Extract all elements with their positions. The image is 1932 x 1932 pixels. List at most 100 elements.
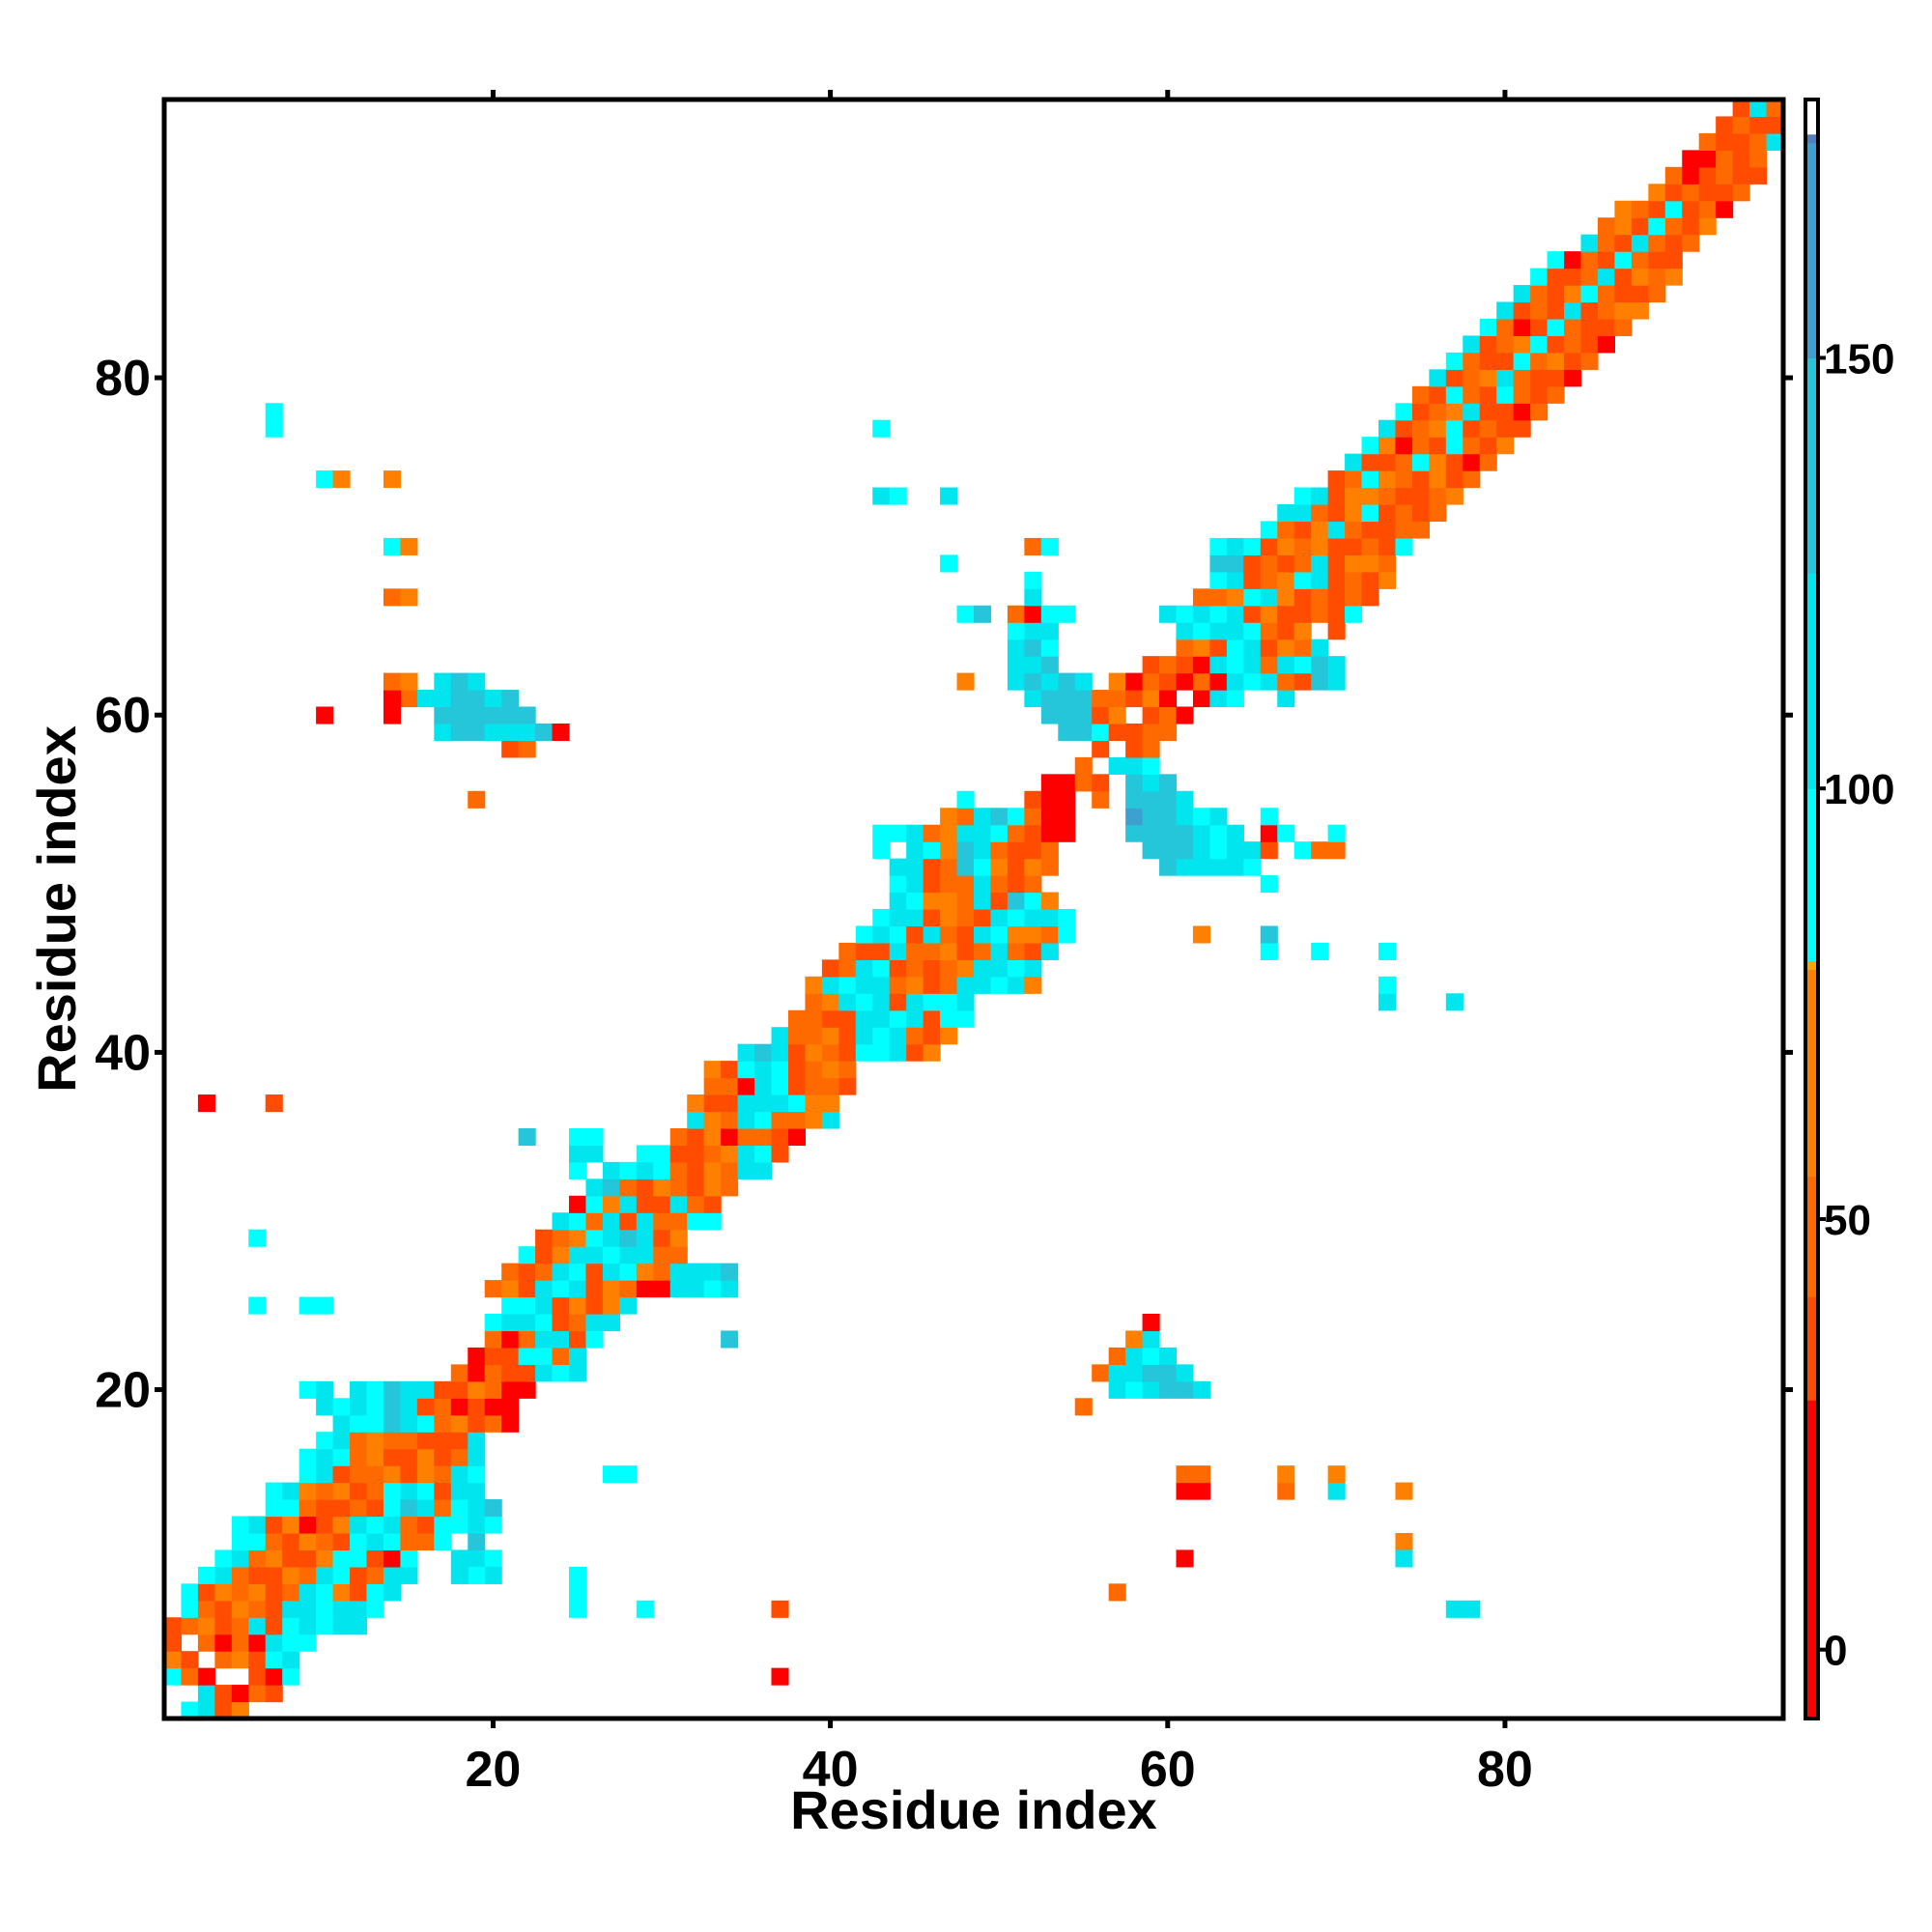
- heatmap-cell: [1243, 571, 1262, 589]
- heatmap-cell: [771, 1027, 789, 1045]
- heatmap-cell: [956, 824, 975, 842]
- heatmap-cell: [585, 1212, 604, 1231]
- heatmap-cell: [974, 605, 992, 623]
- heatmap-cell: [1293, 622, 1312, 640]
- heatmap-cell: [350, 1499, 368, 1518]
- heatmap-cell: [956, 808, 975, 826]
- heatmap-cell: [754, 1094, 773, 1113]
- heatmap-cell: [821, 1027, 839, 1045]
- heatmap-cell: [990, 909, 1009, 927]
- heatmap-cell: [956, 858, 975, 876]
- heatmap-cell: [721, 1161, 739, 1179]
- heatmap-cell: [974, 892, 992, 910]
- heatmap-cell: [787, 1061, 807, 1079]
- heatmap-cell: [231, 1634, 249, 1652]
- heatmap-cell: [400, 1380, 418, 1399]
- heatmap-cell: [366, 1549, 384, 1568]
- heatmap-cell: [1378, 419, 1397, 438]
- heatmap-cell: [1716, 166, 1734, 185]
- y-tick-label: 20: [95, 1363, 151, 1419]
- heatmap-cell: [1614, 285, 1633, 303]
- heatmap-cell: [1547, 318, 1565, 337]
- heatmap-cell: [1040, 790, 1059, 809]
- heatmap-cell: [653, 1145, 671, 1163]
- heatmap-cell: [1176, 656, 1194, 674]
- heatmap-cell: [1092, 790, 1110, 809]
- heatmap-cell: [805, 1043, 823, 1062]
- heatmap-cell: [787, 1043, 807, 1062]
- heatmap-cell: [721, 1127, 739, 1147]
- heatmap-cell: [1530, 352, 1548, 370]
- heatmap-cell: [1597, 335, 1616, 354]
- heatmap-cell: [1716, 150, 1734, 168]
- heatmap-cell: [569, 1566, 587, 1584]
- heatmap-cell: [585, 1280, 604, 1298]
- heatmap-cell: [1176, 706, 1194, 724]
- heatmap-cell: [1564, 352, 1582, 370]
- heatmap-cell: [1142, 1347, 1160, 1365]
- heatmap-cell: [1007, 925, 1025, 944]
- heatmap-cell: [974, 976, 992, 994]
- heatmap-cell: [1463, 335, 1481, 354]
- heatmap-cell: [1108, 706, 1126, 724]
- heatmap-cell: [1345, 537, 1363, 555]
- heatmap-cell: [1496, 385, 1515, 404]
- heatmap-cell: [1311, 487, 1329, 505]
- heatmap-cell: [1209, 824, 1228, 842]
- heatmap-cell: [889, 1043, 907, 1062]
- heatmap-cell: [1580, 285, 1599, 303]
- heatmap-cell: [1260, 588, 1278, 607]
- heatmap-cell: [1513, 385, 1531, 404]
- axis-ticks: [155, 90, 1793, 1728]
- heatmap-cell: [468, 690, 486, 708]
- heatmap-cell: [619, 1212, 638, 1231]
- heatmap-cell: [434, 690, 452, 708]
- heatmap-cell: [1361, 487, 1379, 505]
- heatmap-cell: [468, 1432, 486, 1450]
- heatmap-cell: [1108, 756, 1126, 775]
- heatmap-cell: [1749, 99, 1768, 118]
- heatmap-cell: [1479, 419, 1497, 438]
- heatmap-cell: [1159, 841, 1178, 860]
- heatmap-cell: [1040, 824, 1059, 842]
- heatmap-cell: [1664, 268, 1683, 286]
- heatmap-cell: [1732, 116, 1750, 134]
- heatmap-cell: [653, 1195, 671, 1213]
- heatmap-cell: [468, 1566, 486, 1584]
- heatmap-cell: [434, 1414, 452, 1433]
- heatmap-cell: [1496, 318, 1515, 337]
- heatmap-cell: [787, 1077, 807, 1095]
- heatmap-cell: [1024, 909, 1042, 927]
- heatmap-cell: [1631, 217, 1649, 236]
- heatmap-cell: [1007, 909, 1025, 927]
- heatmap-cell: [265, 1634, 283, 1652]
- heatmap-cell: [1564, 369, 1582, 387]
- heatmap-cell: [1125, 824, 1144, 842]
- heatmap-cell: [974, 909, 992, 927]
- heatmap-cell: [653, 1212, 671, 1231]
- heatmap-cell: [602, 1314, 620, 1332]
- heatmap-cell: [1159, 656, 1178, 674]
- heatmap-cell: [1040, 622, 1059, 640]
- heatmap-cell: [1648, 234, 1666, 252]
- heatmap-cell: [1192, 672, 1211, 691]
- heatmap-cell: [552, 1246, 570, 1264]
- heatmap-cell: [434, 1532, 452, 1551]
- heatmap-cell: [1614, 251, 1633, 270]
- heatmap-cell: [383, 690, 402, 708]
- heatmap-cell: [1429, 403, 1447, 421]
- heatmap-cell: [1159, 1347, 1178, 1365]
- heatmap-cell: [1277, 824, 1295, 842]
- heatmap-cell: [383, 1398, 402, 1416]
- heatmap-cell: [1463, 470, 1481, 489]
- heatmap-cell: [1040, 605, 1059, 623]
- heatmap-cell: [687, 1161, 705, 1179]
- heatmap-cell: [298, 1482, 317, 1500]
- heatmap-cell: [1463, 419, 1481, 438]
- heatmap-cell: [940, 993, 958, 1011]
- heatmap-cell: [602, 1263, 620, 1281]
- heatmap-cell: [1496, 437, 1515, 455]
- heatmap-cell: [1192, 605, 1211, 623]
- heatmap-cell: [535, 1229, 554, 1247]
- heatmap-cell: [1445, 437, 1463, 455]
